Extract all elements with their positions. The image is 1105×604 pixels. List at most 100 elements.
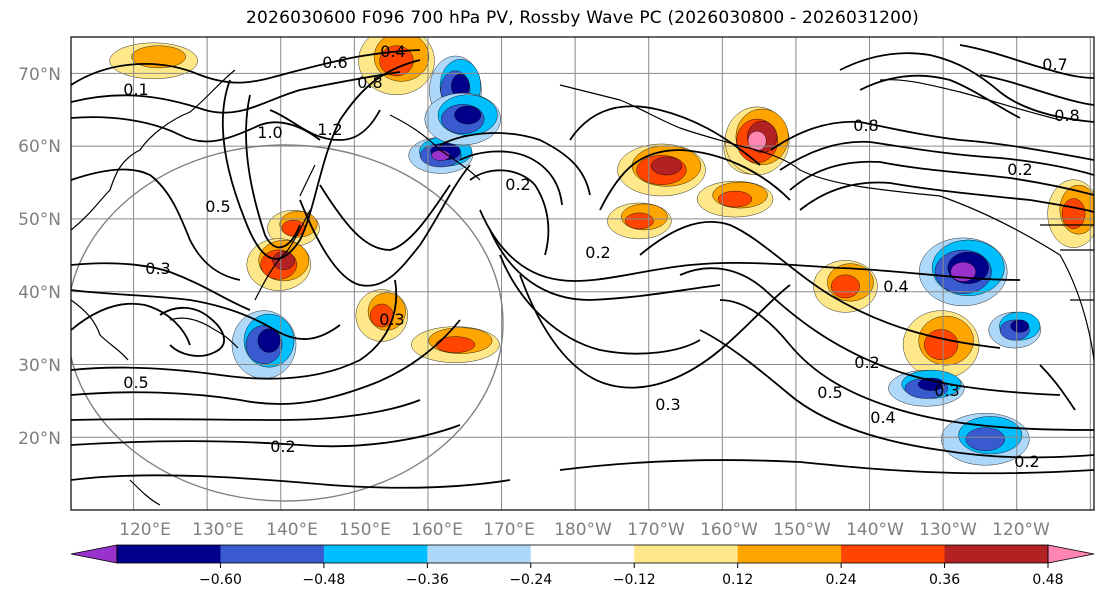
negative-pv-anomaly [424,92,501,146]
colorbar-segment [634,545,739,563]
positive-pv-anomaly [109,42,198,80]
colorbar-tick-label: −0.60 [199,572,242,588]
anomaly-ring [1061,198,1086,229]
colorbar-tick-label: −0.48 [302,572,345,588]
lon-label: 180°W [554,520,612,540]
contour-label: 0.2 [854,353,879,372]
anomaly-ring [624,212,654,230]
contour-label: 0.5 [205,197,230,216]
lat-label-40n: 40°N [18,283,61,303]
contour-label: 0.8 [357,73,382,92]
colorbar-tick-label: 0.48 [1032,572,1063,588]
positive-pv-anomaly [902,310,980,379]
contour-label: 0.2 [585,243,610,262]
plot-frame [70,36,1095,511]
colorbar-low-extension [70,544,118,564]
anomaly-ring [272,251,296,270]
anomaly-ring [281,219,306,237]
contour-label: 0.4 [883,277,908,296]
contour-label: 0.8 [1054,106,1079,125]
colorbar-high-extension [1047,544,1095,564]
colorbar-segment [220,545,325,563]
colorbar-tick-label: 0.36 [929,572,960,588]
anomaly-ring [924,329,959,360]
latitude-labels: 70°N 60°N 50°N 40°N 30°N 20°N [18,65,61,449]
anomaly-ring [454,105,482,125]
anomaly-ring [379,45,414,77]
contour-label: 0.7 [1042,55,1067,74]
colorbar-segment [427,545,532,563]
contour-label: 0.5 [123,373,148,392]
contour-label: 0.2 [1007,160,1032,179]
anomaly-ring [131,45,186,69]
map-title: 2026030600 F096 700 hPa PV, Rossby Wave … [246,8,919,28]
positive-pv-anomaly [724,106,790,176]
contour-label: 0.2 [1014,452,1039,471]
contour-label: 1.2 [317,120,342,139]
longitude-labels: 120°E 130°E 140°E 150°E 160°E 170°E 180°… [119,520,1050,540]
lat-label-70n: 70°N [18,65,61,85]
anomaly-ring [717,190,753,208]
colorbar: −0.60 −0.48 −0.36 −0.24 −0.12 0.12 0.24 0.36 0.4… [70,544,1095,588]
contour-label: 0.1 [123,80,148,99]
contour-label: 0.6 [322,53,347,72]
anomaly-ring [1010,319,1029,333]
lat-label-60n: 60°N [18,137,61,157]
positive-pv-anomaly [607,202,672,240]
anomaly-ring [831,274,860,299]
positive-pv-anomaly [246,238,311,291]
contour-label: 0.5 [817,383,842,402]
lat-label-50n: 50°N [18,210,61,230]
colorbar-tick-label: −0.12 [613,572,656,588]
contour-labels: 0.4 0.6 0.8 0.1 1.2 1.0 0.3 0.5 0.2 0.8 … [123,42,1079,471]
colorbar-tick-label: −0.36 [406,572,449,588]
lon-label: 120°E [119,520,171,540]
anomaly-ring [965,427,1006,451]
colorbar-frame [116,544,1049,564]
contour-label: 1.0 [257,123,282,142]
colorbar-segments [117,545,1049,563]
colorbar-segment [117,545,221,563]
lon-label: 130°E [192,520,244,540]
lon-label: 170°W [627,520,685,540]
contour-label: 0.3 [145,259,170,278]
positive-pv-anomaly [696,180,774,218]
colorbar-tick-label: 0.12 [722,572,753,588]
contour-label: 0.3 [934,381,959,400]
colorbar-segment [944,545,1049,563]
contour-label: 0.8 [853,116,878,135]
lon-label: 120°W [992,520,1050,540]
negative-pv-anomaly [919,237,1008,307]
anomaly-ring [257,328,281,353]
black-contours [71,44,1094,489]
contour-label: 0.2 [505,175,530,194]
pv-anomaly-fills [109,37,1094,466]
positive-pv-anomaly [358,37,435,96]
lon-label: 130°W [919,520,977,540]
negative-pv-anomaly [941,413,1030,466]
lon-label: 160°W [700,520,758,540]
anomaly-ring [650,156,682,176]
lon-label: 150°E [339,520,391,540]
graticule [71,37,1094,510]
contour-label: 0.3 [379,310,404,329]
coastlines [71,69,1094,506]
colorbar-tick-label: 0.24 [826,572,857,588]
colorbar-segment [737,545,842,563]
great-circle-outline [71,144,504,502]
lon-label: 140°W [846,520,904,540]
contour-label: 0.2 [270,437,295,456]
lon-label: 140°E [266,520,318,540]
lon-label: 170°E [483,520,535,540]
negative-pv-anomaly [988,311,1041,349]
colorbar-tick-label: −0.24 [509,572,552,588]
anomaly-ring [747,130,767,151]
colorbar-segment [841,545,946,563]
negative-pv-anomaly [231,310,297,379]
plot-content: 0.4 0.6 0.8 0.1 1.2 1.0 0.3 0.5 0.2 0.8 … [71,37,1094,510]
contour-label: 0.4 [870,408,895,427]
lat-label-20n: 20°N [18,429,61,449]
colorbar-segment [323,545,428,563]
lat-label-30n: 30°N [18,356,61,376]
